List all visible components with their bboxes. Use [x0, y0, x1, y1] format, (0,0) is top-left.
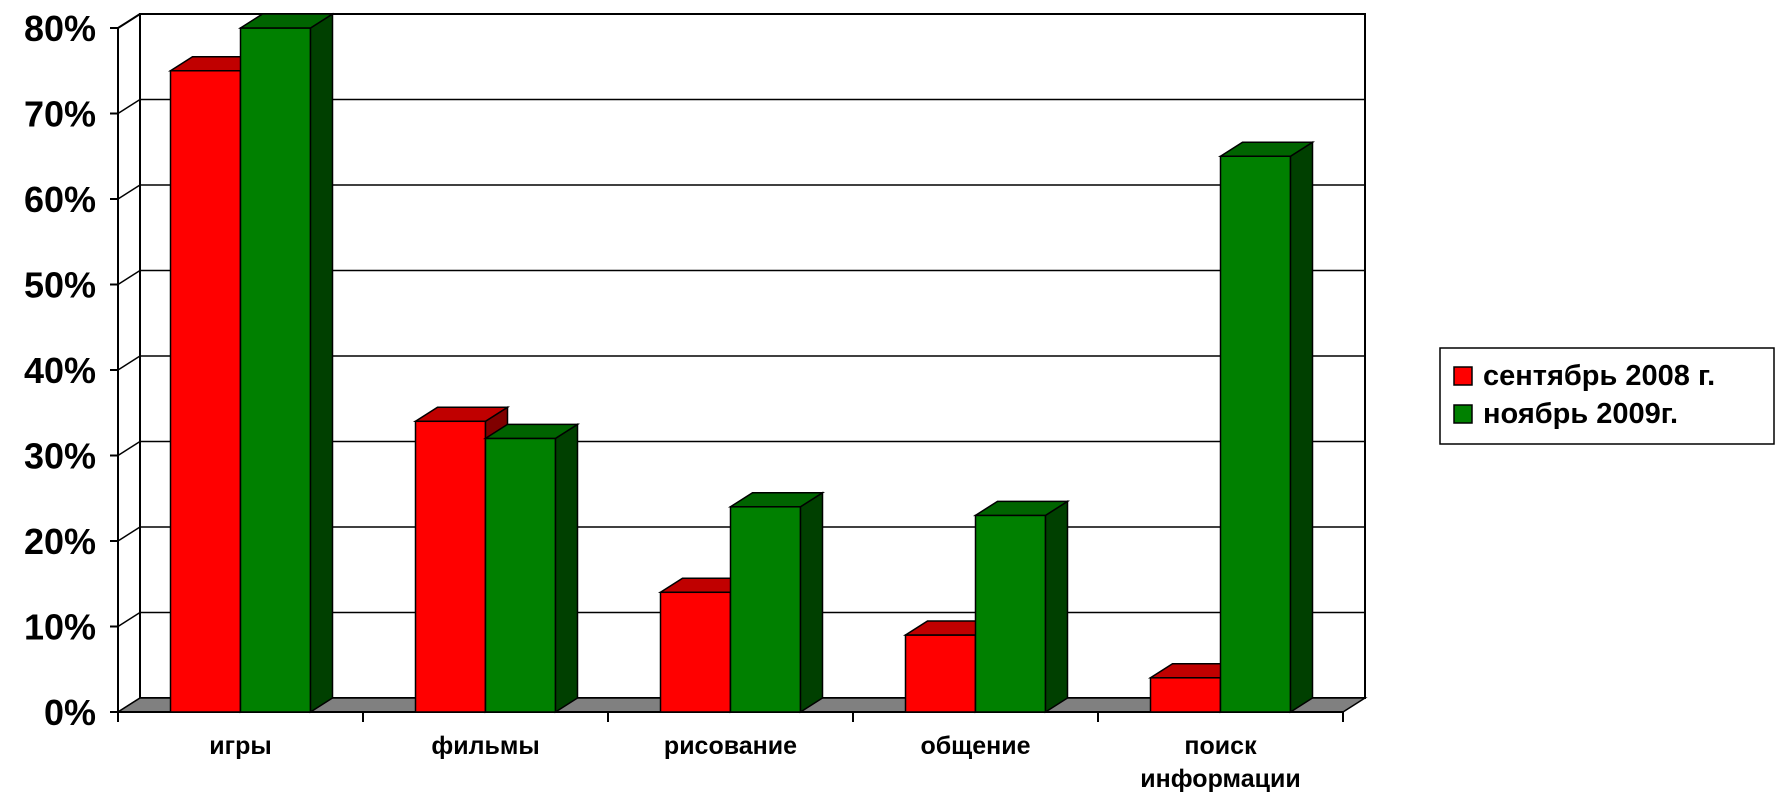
y-tick-label: 0% — [44, 692, 96, 733]
bar-front — [659, 591, 732, 713]
bar-front — [484, 437, 557, 713]
x-tick-label: поиск — [1184, 732, 1257, 760]
x-tick-label: рисование — [664, 732, 797, 760]
bar-side — [309, 12, 334, 714]
bar-top — [482, 423, 581, 440]
gridline-side — [117, 184, 141, 200]
bar-side — [799, 491, 824, 714]
bar-front — [239, 27, 312, 713]
bar-front — [169, 70, 242, 713]
bar-front — [974, 514, 1047, 713]
legend: сентябрь 2008 г. ноябрь 2009г. — [1439, 347, 1775, 445]
bar — [972, 499, 1071, 714]
y-tick-label: 70% — [24, 94, 96, 135]
legend-swatch — [1453, 404, 1473, 424]
y-tick-label: 10% — [24, 607, 96, 648]
bar-front — [414, 420, 487, 713]
legend-box — [1439, 347, 1775, 445]
bar-top — [1217, 141, 1316, 157]
y-tick-label: 30% — [24, 436, 96, 477]
bar — [482, 423, 581, 714]
bar-side — [1044, 499, 1069, 714]
bar-top — [237, 13, 336, 29]
gridline-side — [117, 355, 141, 371]
bar-front — [1149, 677, 1222, 713]
gridline-side — [117, 440, 141, 457]
bar-top — [727, 492, 826, 508]
gridline-side — [117, 13, 141, 29]
gridline-side — [117, 526, 141, 542]
bar-front — [729, 506, 802, 713]
y-tick-label: 60% — [24, 179, 96, 220]
x-tick-label: информации — [1140, 765, 1300, 792]
bar — [1217, 140, 1316, 714]
bar-top — [412, 406, 511, 423]
x-tick-label: игры — [209, 732, 271, 760]
bar — [727, 491, 826, 714]
bar-top — [972, 500, 1071, 517]
y-tick-label: 50% — [24, 265, 96, 306]
bar-front — [904, 634, 977, 713]
gridline-side — [117, 269, 141, 286]
legend-swatch — [1453, 366, 1473, 386]
gridline-side — [117, 98, 141, 115]
y-tick-label: 40% — [24, 350, 96, 391]
legend-label: сентябрь 2008 г. — [1483, 360, 1715, 392]
bar — [237, 12, 336, 714]
bar-side — [1289, 140, 1314, 714]
x-tick-label: общение — [920, 732, 1030, 760]
x-tick-label: фильмы — [431, 732, 539, 760]
y-tick-label: 80% — [24, 8, 96, 49]
legend-label: ноябрь 2009г. — [1483, 398, 1678, 430]
y-tick-label: 20% — [24, 521, 96, 562]
bar-front — [1219, 155, 1292, 713]
bar-side — [554, 423, 579, 714]
gridline-side — [117, 611, 141, 628]
